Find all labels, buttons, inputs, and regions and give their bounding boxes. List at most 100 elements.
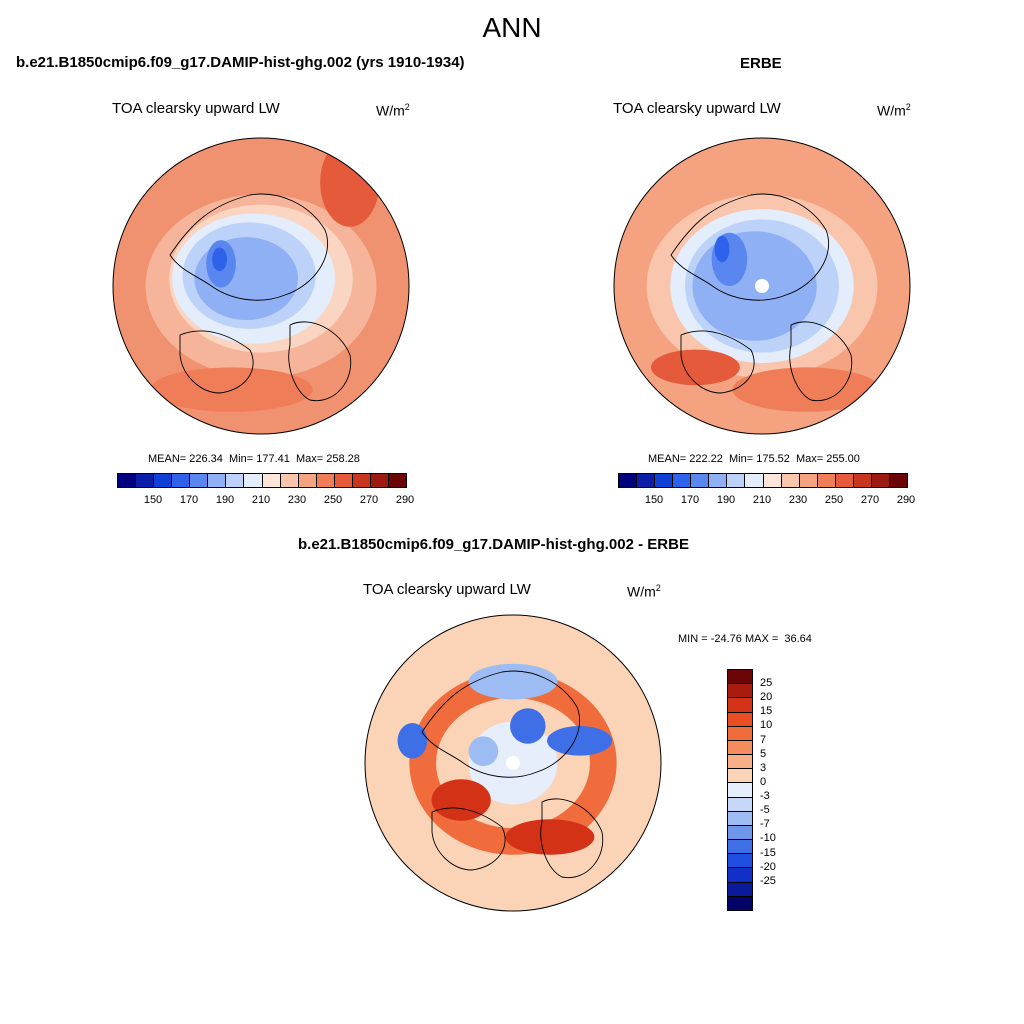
difference-colorbar [727,669,753,911]
difference-colorbar-cell [728,882,752,897]
erbe-stats: MEAN= 222.22 Min= 175.52 Max= 255.00 [648,453,860,465]
erbe-colorbar-cell [889,474,907,487]
pole-missing-data [506,756,520,770]
difference-colorbar-tick-label: 3 [760,761,767,774]
model-colorbar-tick-label: 230 [287,494,307,506]
difference-colorbar-tick-label: 20 [760,691,773,704]
erbe-colorbar-cell [871,474,890,487]
contour-region [431,779,491,821]
erbe-units-label: W/m2 [877,102,911,119]
difference-colorbar-cell [728,755,752,770]
model-colorbar-cell [352,474,371,487]
difference-variable-label: TOA clearsky upward LW [363,581,531,598]
model-colorbar-cell [298,474,317,487]
pole-missing-data [755,279,769,293]
difference-colorbar-tick-label: -25 [760,874,776,887]
erbe-colorbar-cell [727,474,746,487]
difference-colorbar-cell [728,896,752,910]
difference-colorbar-tick-label: 0 [760,775,767,788]
erbe-colorbar-tick-label: 250 [824,494,844,506]
coastline [431,807,506,871]
difference-colorbar-cell [728,868,752,883]
coastline [670,193,830,301]
model-colorbar-cell [388,474,406,487]
difference-colorbar-tick-label: -20 [760,860,776,873]
model-colorbar-labels: 150 170 190 210 230 250 270 290 [117,494,414,508]
erbe-variable-label: TOA clearsky upward LW [613,100,781,117]
erbe-colorbar-tick-label: 190 [716,494,736,506]
model-colorbar [117,473,407,488]
difference-colorbar-tick-label: 10 [760,719,773,732]
main-title: ANN [482,12,542,43]
difference-colorbar-tick-label: 15 [760,705,773,718]
difference-colorbar-cell [728,825,752,841]
difference-panel-heading: b.e21.B1850cmip6.f09_g17.DAMIP-hist-ghg.… [298,536,689,553]
contour-region [505,819,595,855]
coastline [288,321,352,402]
contour-region [651,349,740,386]
erbe-colorbar-cell [673,474,692,487]
model-colorbar-cell [136,474,155,487]
difference-colorbar-tick-label: 7 [760,733,767,746]
model-stats: MEAN= 226.34 Min= 177.41 Max= 258.28 [148,453,360,465]
difference-colorbar-labels: 25 20 15 10 7 5 3 0 -3 -5 -7 -10 -15 -20 -25 [760,669,800,909]
model-units-label: W/m2 [376,102,410,119]
difference-stats: MIN = -24.76 MAX = 36.64 [678,633,812,645]
contour-region [397,723,428,759]
contour-region [714,235,730,263]
model-colorbar-cell [334,474,353,487]
model-colorbar-cell [244,474,263,487]
difference-colorbar-tick-label: -10 [760,832,776,845]
erbe-colorbar-cell [709,474,728,487]
model-colorbar-cell [316,474,335,487]
model-polar-map [112,137,410,435]
erbe-colorbar-cell [763,474,782,487]
model-colorbar-tick-label: 290 [395,494,415,506]
difference-colorbar-tick-label: -15 [760,846,776,859]
contour-region [547,726,613,756]
model-colorbar-tick-label: 150 [143,494,163,506]
difference-units-label: W/m2 [627,583,661,600]
difference-colorbar-cell [728,698,752,713]
contour-region [692,231,817,341]
difference-colorbar-cell [728,811,752,826]
difference-colorbar-cell [728,684,752,699]
difference-colorbar-cell [728,740,752,756]
contour-region [150,367,313,412]
difference-colorbar-tick-label: 25 [760,677,773,690]
model-colorbar-tick-label: 210 [251,494,271,506]
model-colorbar-cell [190,474,209,487]
erbe-colorbar-tick-label: 150 [644,494,664,506]
difference-colorbar-cell [728,670,752,685]
erbe-colorbar-tick-label: 170 [680,494,700,506]
model-colorbar-cell [262,474,281,487]
model-colorbar-cell [118,474,137,487]
model-variable-label: TOA clearsky upward LW [112,100,280,117]
coastline [421,670,581,778]
model-colorbar-cell [280,474,299,487]
model-colorbar-cell [172,474,191,487]
erbe-colorbar-tick-label: 210 [752,494,772,506]
difference-colorbar-cell [728,840,752,855]
erbe-colorbar-cell [619,474,638,487]
model-panel-heading: b.e21.B1850cmip6.f09_g17.DAMIP-hist-ghg.… [16,54,465,71]
difference-colorbar-cell [728,726,752,741]
difference-colorbar-cell [728,712,752,727]
erbe-polar-map [613,137,911,435]
difference-colorbar-tick-label: -3 [760,790,770,803]
difference-colorbar-cell [728,797,752,812]
erbe-colorbar [618,473,908,488]
contour-region [510,708,546,744]
difference-colorbar-cell [728,854,752,869]
model-colorbar-cell [208,474,227,487]
difference-polar-map [364,614,662,912]
erbe-colorbar-tick-label: 290 [896,494,916,506]
difference-colorbar-tick-label: -5 [760,804,770,817]
erbe-colorbar-tick-label: 230 [788,494,808,506]
model-colorbar-tick-label: 190 [215,494,235,506]
model-colorbar-cell [154,474,173,487]
coastline [540,798,604,879]
model-colorbar-tick-label: 270 [359,494,379,506]
erbe-colorbar-cell [781,474,800,487]
contour-region [468,736,499,766]
